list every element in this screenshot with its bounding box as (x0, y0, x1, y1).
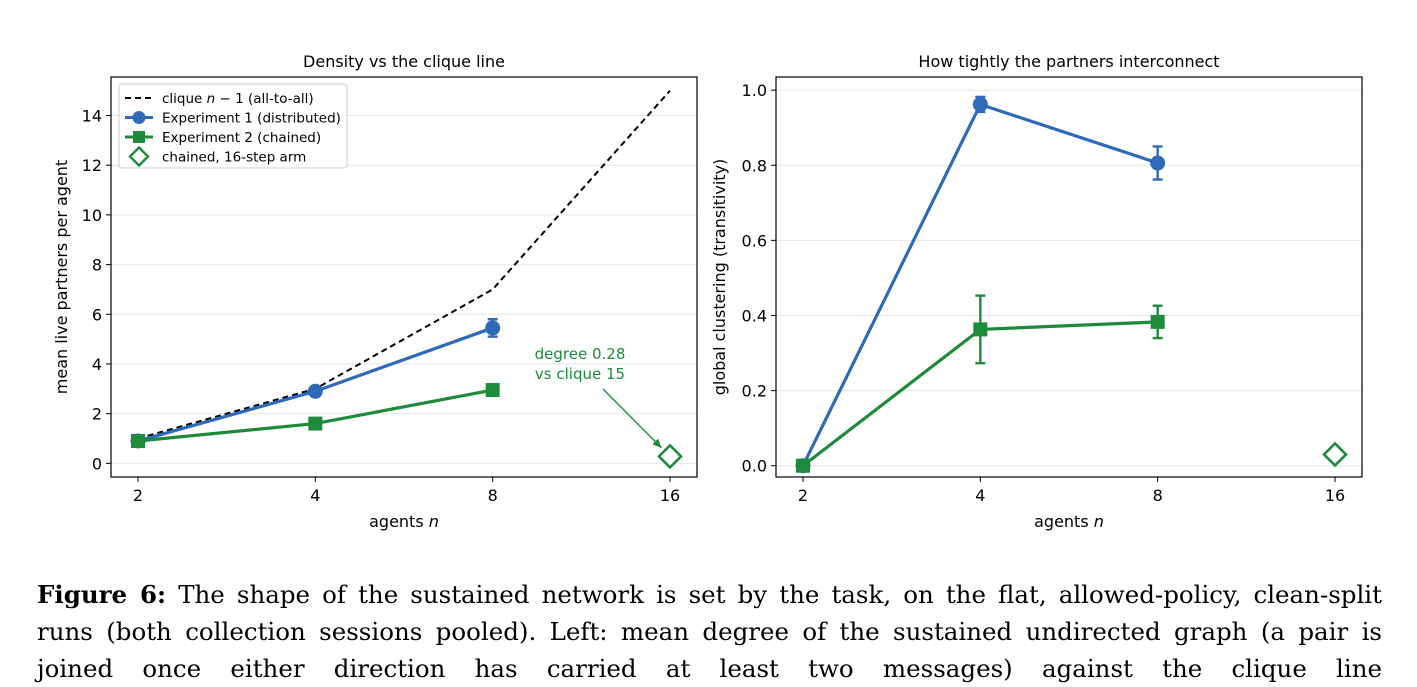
marker-square-exp2 (308, 416, 323, 431)
y-tick-label: 6 (92, 305, 102, 324)
legend-box (118, 83, 348, 169)
legend-swatch-circle (132, 111, 146, 124)
y-tick-label: 1.0 (742, 81, 767, 100)
legend-swatch-square (133, 131, 145, 143)
marker-square-exp2 (131, 433, 145, 448)
marker-circle-exp1 (1150, 155, 1166, 171)
annotation-arrow (602, 388, 663, 449)
legend-label: chained, 16-step arm (162, 150, 306, 166)
x-tick-label: 2 (798, 486, 808, 505)
marker-circle-exp1 (972, 96, 988, 112)
left-chart-density: 0 2 4 6 8 10 12 14 2 4 8 16 Density vs the clique li… (52, 52, 698, 531)
y-tick-label: 2 (92, 405, 102, 424)
chart-title: How tightly the partners interconnect (918, 52, 1219, 71)
caption-line-2: runs (both collection sessions pooled). … (37, 617, 1382, 646)
x-tick-label: 16 (660, 486, 680, 505)
marker-square-exp2 (485, 383, 500, 398)
x-tick-label: 4 (975, 486, 985, 505)
legend-swatch-16-step (128, 145, 150, 168)
caption-line-1: Figure 6: The shape of the sustained net… (37, 576, 1382, 613)
x-tick-label: 8 (488, 486, 498, 505)
y-tick-label: 0.6 (742, 231, 767, 250)
figure-caption: Figure 6: The shape of the sustained net… (37, 576, 1382, 687)
figure-6: 0 2 4 6 8 10 12 14 2 4 8 16 Density vs the clique li… (52, 52, 1363, 531)
caption-text-1: The shape of the sustained network is se… (178, 580, 1382, 609)
legend-label: Experiment 2 (chained) (162, 130, 321, 146)
marker-circle-exp1 (485, 320, 501, 336)
y-tick-label: 4 (92, 355, 102, 374)
series-line-exp1 (801, 102, 1159, 467)
x-axis-label: agents n (1034, 512, 1104, 531)
x-tick-label: 16 (1325, 486, 1345, 505)
annotation-text: vs clique 15 (535, 365, 625, 383)
x-tick-label: 4 (310, 486, 320, 505)
legend-label: Experiment 1 (distributed) (162, 111, 341, 127)
y-tick-label: 12 (82, 156, 102, 175)
plot-frame (110, 76, 698, 478)
legend-label: clique n − 1 (all-to-all) (162, 91, 314, 107)
y-tick-label: 0.0 (742, 457, 767, 476)
y-tick-label: 0.4 (742, 306, 767, 325)
y-tick-label: 0 (92, 454, 102, 473)
annotation-text: degree 0.28 (535, 345, 626, 363)
marker-square-exp2 (1150, 314, 1165, 329)
plot-frame (775, 76, 1363, 478)
y-tick-label: 14 (82, 107, 102, 126)
x-tick-label: 2 (133, 486, 143, 505)
y-axis-label: mean live partners per agent (52, 160, 71, 394)
y-tick-label: 8 (92, 256, 102, 275)
x-tick-label: 8 (1153, 486, 1163, 505)
chart-title: Density vs the clique line (303, 52, 505, 71)
right-chart-clustering: 0.0 0.2 0.4 0.6 0.8 1.0 2 4 8 16 How tightly the p… (710, 52, 1363, 531)
marker-circle-exp1 (307, 383, 323, 399)
figure-label: Figure 6: (37, 580, 167, 609)
marker-square-exp2 (796, 458, 810, 473)
y-tick-label: 0.2 (742, 382, 767, 401)
marker-diamond-16-step (657, 443, 683, 470)
y-tick-label: 10 (82, 206, 102, 225)
y-tick-label: 0.8 (742, 156, 767, 175)
annotation-arrowhead (652, 438, 662, 448)
y-axis-label: global clustering (transitivity) (710, 159, 729, 396)
series-line-clique (137, 89, 671, 440)
caption-line-3: joined once either direction has carried… (37, 654, 1382, 683)
x-axis-label: agents n (369, 512, 439, 531)
marker-diamond-16-step (1322, 441, 1348, 468)
marker-square-exp2 (973, 322, 988, 337)
